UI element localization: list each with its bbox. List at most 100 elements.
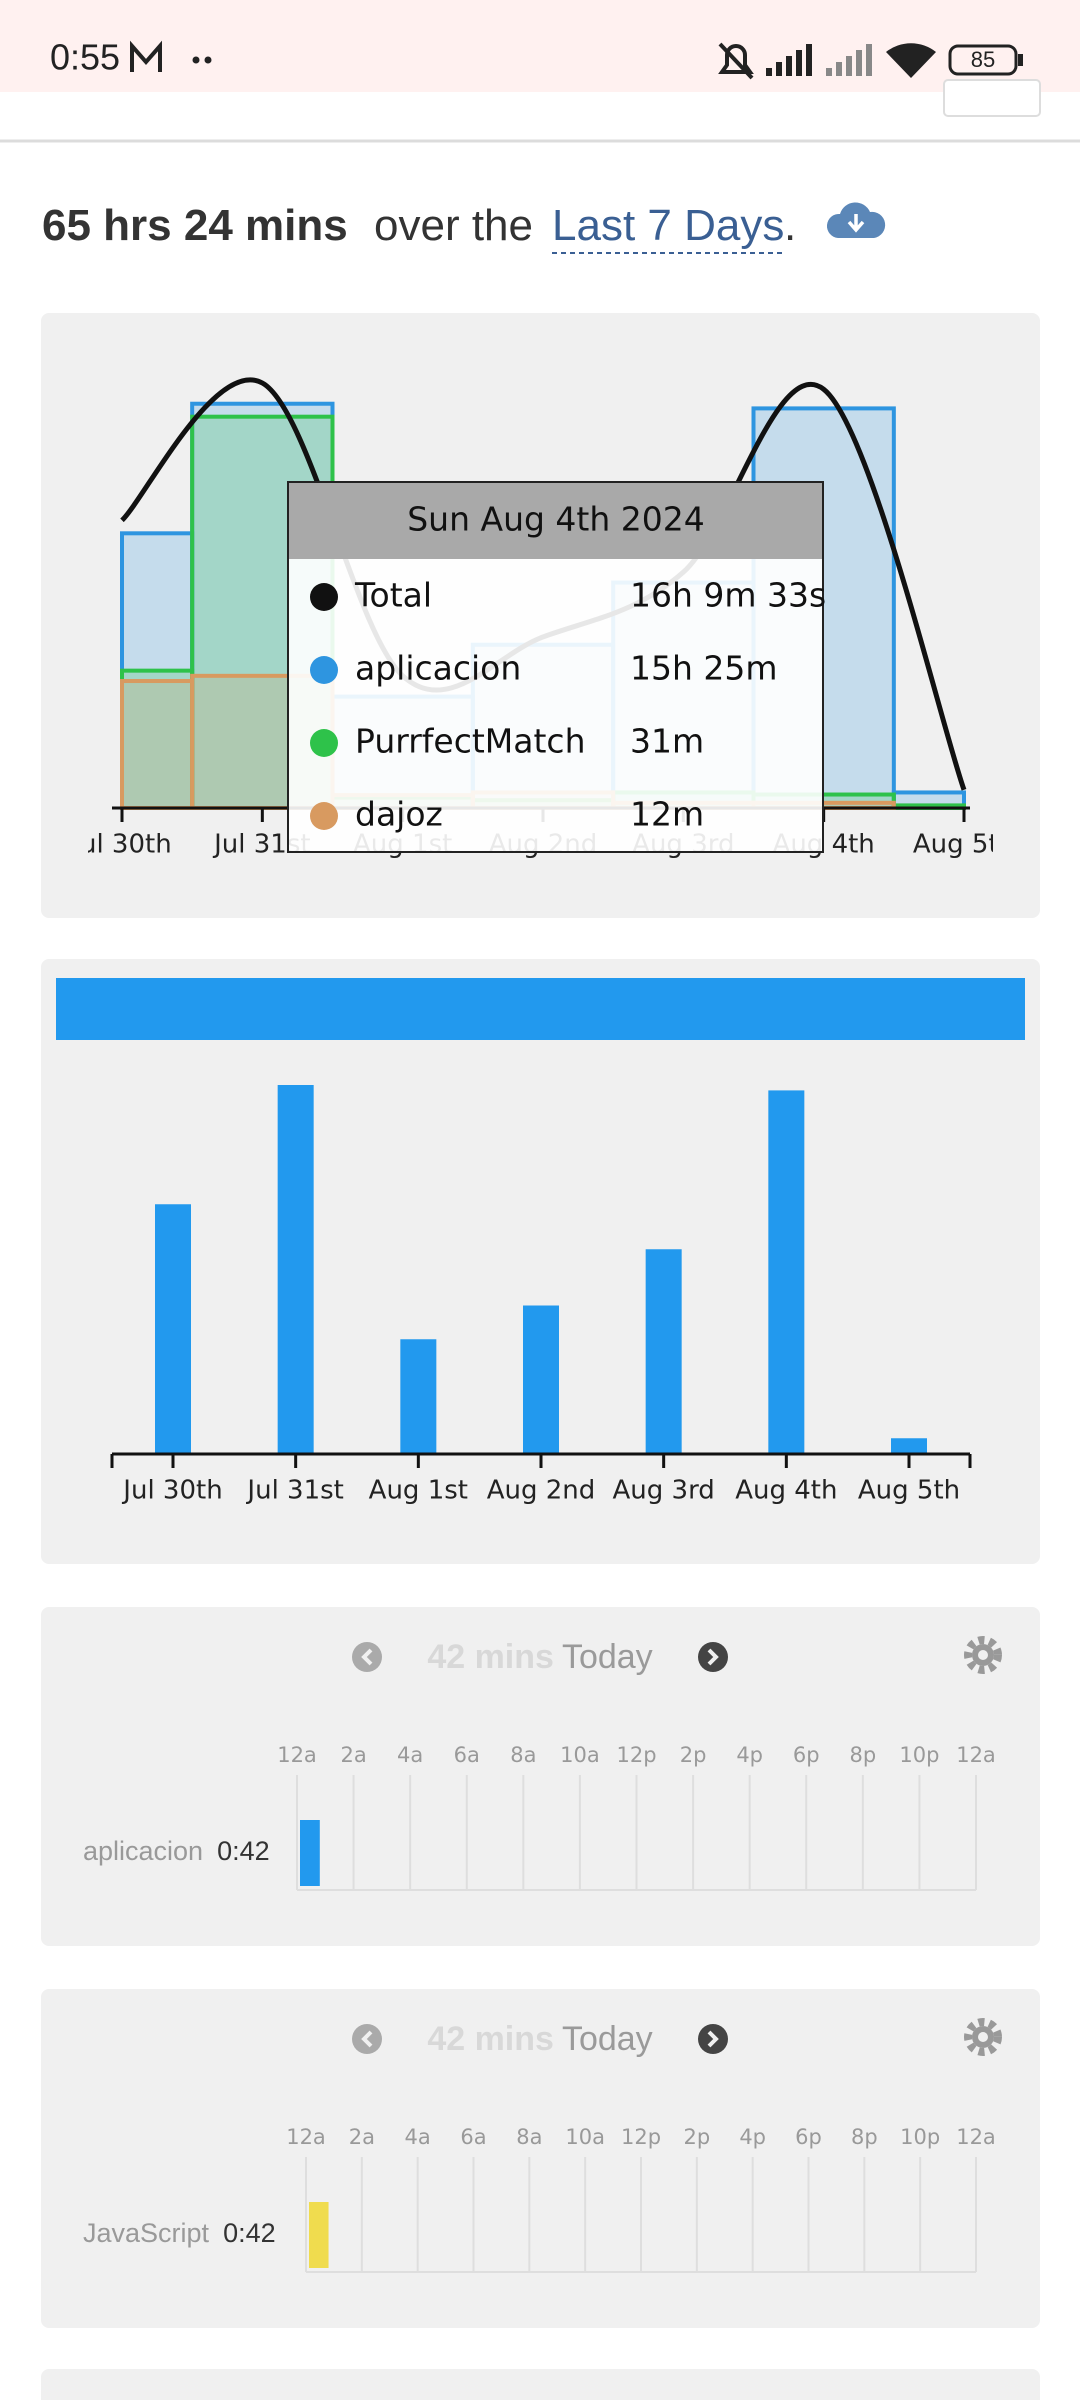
panel-header-bar xyxy=(56,978,1025,1040)
battery-icon xyxy=(1018,54,1023,66)
hour-label: 8a xyxy=(516,2125,542,2149)
x-tick-label: Aug 5th xyxy=(858,1476,960,1506)
hour-label: 4p xyxy=(736,1743,763,1767)
next-panel xyxy=(41,2369,1040,2400)
hour-label: 2a xyxy=(340,1743,366,1767)
prev-arrow xyxy=(361,2030,373,2048)
row-name: JavaScript xyxy=(83,2218,210,2248)
summary: 65 hrs 24 mins over the Last 7 Days . xyxy=(42,201,797,250)
mute-icon xyxy=(718,42,754,80)
tooltip-value: 16h 9m 33s xyxy=(630,576,826,615)
amount: 42 mins xyxy=(427,2020,554,2058)
settings-button[interactable] xyxy=(964,1636,1002,1674)
tooltip-name: PurrfectMatch xyxy=(355,722,585,761)
summary-text: . xyxy=(784,201,796,250)
tooltip-dot xyxy=(310,729,338,757)
tooltip-name: Total xyxy=(354,576,432,615)
next-button[interactable] xyxy=(698,2024,728,2054)
tooltip-dot xyxy=(310,583,338,611)
step-area xyxy=(120,679,195,811)
bar xyxy=(645,1249,682,1454)
summary-total: 65 hrs 24 mins xyxy=(42,201,348,250)
tooltip-header xyxy=(289,483,822,559)
tooltip-dot xyxy=(310,802,338,830)
tooltip-dot xyxy=(310,656,338,684)
hour-label: 8p xyxy=(851,2125,878,2149)
period: Today xyxy=(562,1638,653,1676)
clock: 0:55 xyxy=(50,37,120,78)
signal-icon xyxy=(826,44,872,76)
wifi-icon xyxy=(886,43,936,78)
hour-label: 6a xyxy=(454,1743,480,1767)
gear xyxy=(978,2032,988,2042)
x-tick-label: Jul 30th xyxy=(70,830,171,860)
x-tick-label: Aug 3rd xyxy=(613,1476,715,1506)
bar xyxy=(277,1085,314,1454)
hour-label: 8p xyxy=(849,1743,876,1767)
gear xyxy=(964,1636,1002,1674)
hour-label: 12a xyxy=(956,2125,996,2149)
bar xyxy=(155,1204,191,1454)
tooltip-value: 15h 25m xyxy=(630,649,778,688)
hour-label: 4a xyxy=(405,2125,431,2149)
tooltip-title: Sun Aug 4th 2024 xyxy=(407,500,705,539)
gear xyxy=(964,2018,1002,2056)
dots-icon xyxy=(192,56,200,64)
x-tick-label: Aug 5th xyxy=(913,830,1015,860)
daily-chart: Jul 30th Jul 31st Aug 1st Aug 2nd Aug 3rd Aug… xyxy=(110,1085,972,1506)
prev-button[interactable] xyxy=(352,1642,382,1672)
panel-heading: 42 mins Today xyxy=(427,2020,652,2058)
hour-label: 2p xyxy=(683,2125,710,2149)
tooltip: Sun Aug 4th 2024 Total 16h 9m 33s aplicacio… xyxy=(287,481,826,853)
row-label: aplicacion 0:42 xyxy=(83,1836,270,1866)
tooltip-name: dajoz xyxy=(355,795,443,834)
hour-label: 10p xyxy=(899,1743,939,1767)
battery-level: 85 xyxy=(971,47,995,72)
x-tick-label: Jul 30th xyxy=(121,1476,222,1506)
hour-label: 10a xyxy=(565,2125,605,2149)
row-name: aplicacion xyxy=(83,1836,203,1866)
hour-label: 6p xyxy=(795,2125,822,2149)
hour-label: 12p xyxy=(616,1743,656,1767)
activity-bar xyxy=(309,2202,329,2268)
row-time: 0:42 xyxy=(223,2218,276,2248)
amount: 42 mins xyxy=(427,1638,554,1676)
range-link[interactable]: Last 7 Days xyxy=(552,201,784,250)
hour-label: 10p xyxy=(900,2125,940,2149)
prev-arrow xyxy=(361,1648,373,1666)
bar xyxy=(523,1305,559,1454)
hour-label: 8a xyxy=(510,1743,536,1767)
hour-label: 2a xyxy=(349,2125,375,2149)
bar xyxy=(400,1339,437,1454)
gear xyxy=(978,1650,988,1660)
prev-button[interactable] xyxy=(352,2024,382,2054)
panel-heading: 42 mins Today xyxy=(427,1638,652,1676)
app-header xyxy=(0,92,1080,140)
hour-label: 4a xyxy=(397,1743,423,1767)
x-tick-label: Aug 4th xyxy=(735,1476,837,1506)
download-icon[interactable] xyxy=(826,202,886,238)
row-time: 0:42 xyxy=(217,1836,270,1866)
mail-icon xyxy=(130,40,162,72)
next-arrow xyxy=(707,2030,719,2048)
x-tick-label: Aug 2nd xyxy=(487,1476,596,1506)
bar xyxy=(768,1090,805,1454)
hour-label: 6a xyxy=(460,2125,486,2149)
hour-label: 2p xyxy=(680,1743,707,1767)
x-tick-label: Jul 31st xyxy=(245,1476,343,1506)
day-timeline: 42 mins Today 12a 2a 4a 6a 8a 10a 12p 2p 4p 6p 8p 10p… xyxy=(83,2018,1002,2273)
hour-label: 10a xyxy=(560,1743,600,1767)
tooltip-name: aplicacion xyxy=(355,649,521,688)
projects-panel xyxy=(41,1607,1040,1946)
hour-label: 12a xyxy=(286,2125,326,2149)
tooltip-value: 12m xyxy=(630,795,704,834)
x-tick-label: Aug 1st xyxy=(369,1476,468,1506)
bar xyxy=(891,1438,927,1454)
hour-label: 12a xyxy=(277,1743,317,1767)
next-arrow xyxy=(707,1648,719,1666)
settings-button[interactable] xyxy=(964,2018,1002,2056)
next-button[interactable] xyxy=(698,1642,728,1672)
header-button[interactable] xyxy=(943,79,1041,117)
languages-panel xyxy=(41,1989,1040,2328)
hour-label: 4p xyxy=(739,2125,766,2149)
